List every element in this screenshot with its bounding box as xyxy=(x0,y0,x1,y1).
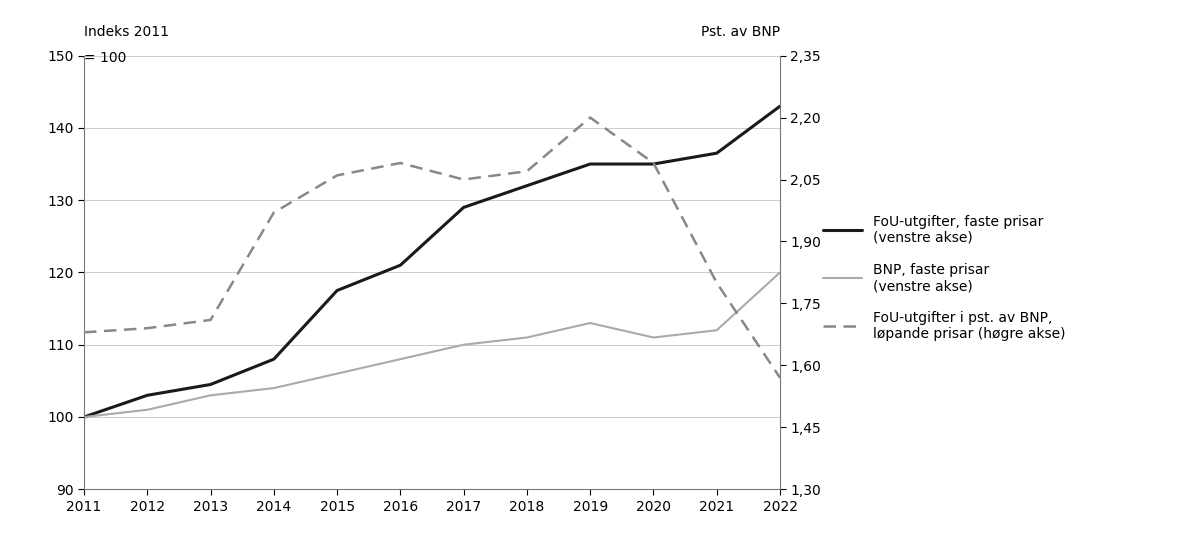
Text: Pst. av BNP: Pst. av BNP xyxy=(701,25,780,39)
Text: Indeks 2011: Indeks 2011 xyxy=(84,25,169,39)
Legend: FoU-utgifter, faste prisar
(venstre akse), BNP, faste prisar
(venstre akse), FoU: FoU-utgifter, faste prisar (venstre akse… xyxy=(823,215,1066,341)
Text: = 100: = 100 xyxy=(84,51,126,65)
